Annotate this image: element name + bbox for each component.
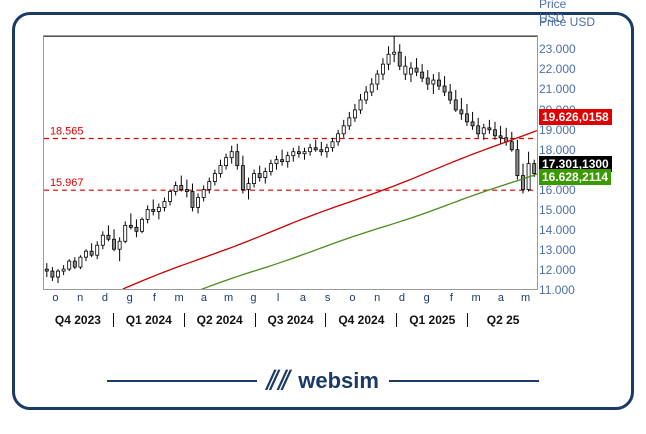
svg-text:15.967: 15.967 (50, 177, 83, 189)
svg-text:18.565: 18.565 (50, 126, 83, 138)
month-tick-16: f (450, 292, 453, 304)
price-callout-0: 19.626,0158 (539, 109, 612, 125)
month-tick-7: m (224, 292, 233, 304)
month-tick-5: m (175, 292, 184, 304)
price-tick-11: 11.000 (539, 283, 575, 297)
price-tick-14: 14.000 (539, 223, 576, 237)
month-tick-11: s (325, 292, 331, 304)
month-tick-8: g (250, 292, 256, 304)
month-tick-6: a (201, 292, 207, 304)
quarter-segment-6: Q2 25 (467, 313, 538, 327)
quarter-segment-0: Q4 2023 (43, 313, 113, 327)
quarter-axis: Q4 2023 Q1 2024 Q2 2024 Q3 2024 Q4 2024 Q1 20… (43, 311, 538, 329)
month-tick-12: o (349, 292, 355, 304)
month-tick-3: g (127, 292, 133, 304)
price-callout-2: 16.628,2114 (539, 169, 611, 185)
month-tick-0: o (52, 292, 58, 304)
right-price-axis[interactable]: 11.00012.00013.00014.00015.00016.00017.0… (539, 35, 637, 290)
websim-icon: ⫽⫽ (265, 365, 293, 397)
month-tick-9: l (277, 292, 279, 304)
price-tick-22: 22.000 (539, 62, 576, 76)
price-usd-header: Price USD (539, 0, 566, 25)
quarter-segment-1: Q1 2024 (113, 313, 184, 327)
brand-logo: ⫽⫽ websim (267, 365, 379, 397)
month-tick-18: a (498, 292, 504, 304)
month-tick-14: d (399, 292, 405, 304)
month-tick-4: f (153, 292, 156, 304)
month-tick-10: a (300, 292, 306, 304)
month-tick-2: d (102, 292, 108, 304)
price-tick-12: 12.000 (539, 263, 576, 277)
quarter-segment-5: Q1 2025 (396, 313, 467, 327)
month-tick-13: n (374, 292, 380, 304)
price-tick-18: 18.000 (539, 143, 576, 157)
price-tick-15: 15.000 (539, 203, 576, 217)
month-tick-17: m (472, 292, 481, 304)
month-tick-19: m (521, 292, 530, 304)
quarter-segment-2: Q2 2024 (184, 313, 255, 327)
month-tick-1: n (77, 292, 83, 304)
footer: ⫽⫽ websim (15, 365, 631, 397)
price-tick-13: 13.000 (539, 243, 576, 257)
quarter-segment-3: Q3 2024 (255, 313, 326, 327)
price-tick-21: 21.000 (539, 82, 576, 96)
brand-name: websim (298, 368, 379, 394)
price-tick-23: 23.000 (539, 42, 576, 56)
month-tick-15: g (424, 292, 430, 304)
quarter-segment-4: Q4 2024 (325, 313, 396, 327)
